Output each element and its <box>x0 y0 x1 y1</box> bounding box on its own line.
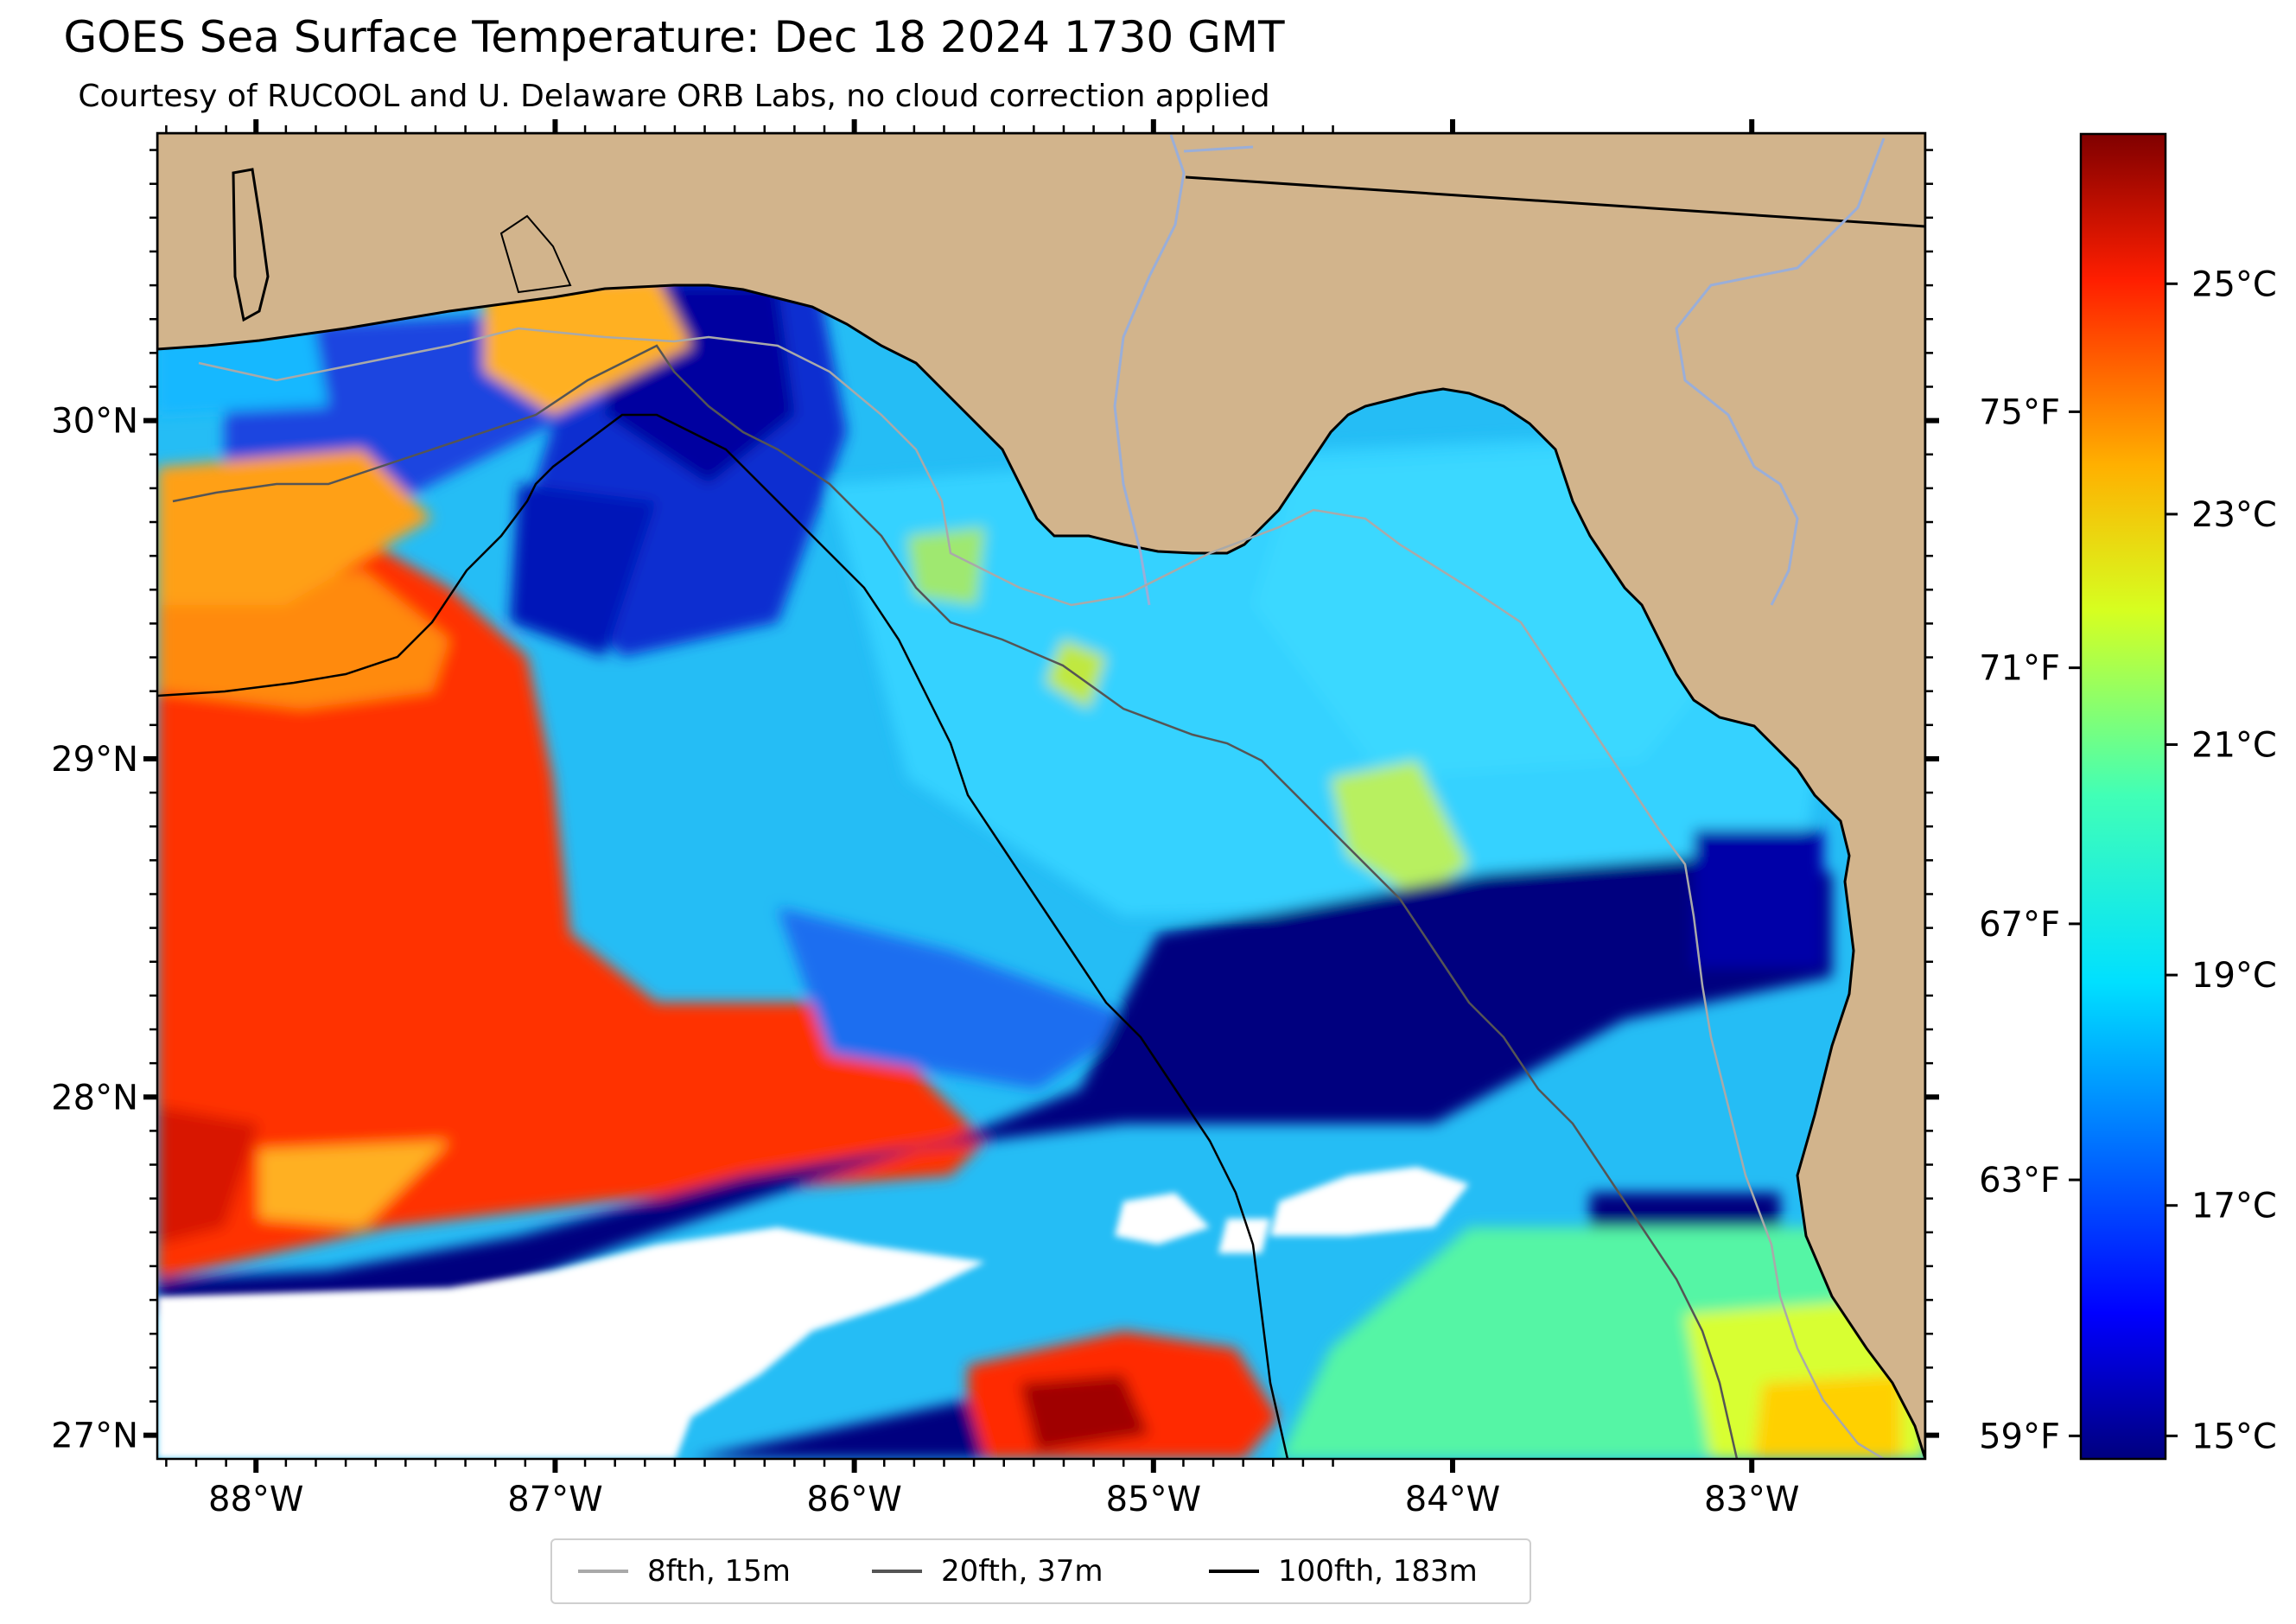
colorbar <box>2081 134 2166 1459</box>
isobaths <box>157 327 1885 1459</box>
lat-tick-label: 30°N <box>51 402 138 442</box>
fahrenheit-tick-label: 63°F <box>1979 1161 2060 1200</box>
isobath-8fth <box>198 327 1885 1459</box>
lat-tick-label: 28°N <box>51 1078 138 1118</box>
legend-item-20fth: 20fth, 37m <box>872 1540 1103 1602</box>
legend-label-100fth: 100fth, 183m <box>1278 1554 1478 1589</box>
legend-swatch-8fth <box>578 1570 628 1573</box>
fahrenheit-tick-label: 71°F <box>1979 649 2060 689</box>
state-border <box>1185 175 1925 228</box>
fahrenheit-ticks: 75°F 71°F 67°F 63°F 59°F <box>1979 392 2081 1456</box>
celsius-tick-label: 15°C <box>2191 1417 2277 1456</box>
map-frame <box>156 131 1927 1461</box>
celsius-tick-label: 17°C <box>2191 1187 2277 1226</box>
map-title: GOES Sea Surface Temperature: Dec 18 202… <box>63 12 1285 62</box>
legend-item-100fth: 100fth, 183m <box>1209 1540 1478 1602</box>
lat-tick-label: 27°N <box>51 1417 138 1456</box>
lon-tick-label: 87°W <box>507 1480 602 1519</box>
legend-label-8fth: 8fth, 15m <box>647 1554 791 1589</box>
fahrenheit-tick-label: 59°F <box>1979 1417 2060 1456</box>
isobath-20fth <box>172 344 1739 1459</box>
isobath-legend: 8fth, 15m 20fth, 37m 100fth, 183m <box>550 1538 1531 1604</box>
lon-tick-label: 86°W <box>806 1480 901 1519</box>
mobile-bay-shore <box>232 168 270 322</box>
lon-tick-label: 85°W <box>1106 1480 1201 1519</box>
legend-swatch-100fth <box>1209 1570 1259 1573</box>
legend-item-8fth: 8fth, 15m <box>578 1540 791 1602</box>
legend-swatch-20fth <box>872 1570 922 1573</box>
celsius-tick-label: 19°C <box>2191 956 2277 996</box>
map-subtitle: Courtesy of RUCOOL and U. Delaware ORB L… <box>78 79 1270 114</box>
latitude-ticks: 30°N 29°N 28°N 27°N <box>51 149 1939 1456</box>
isobath-100fth <box>157 413 1289 1459</box>
longitude-ticks: 88°W 87°W 86°W 85°W 84°W 83°W <box>165 119 1799 1519</box>
lon-tick-label: 83°W <box>1704 1480 1799 1519</box>
bay-inlet <box>499 214 572 294</box>
celsius-tick-label: 21°C <box>2191 726 2277 766</box>
land-mass <box>157 133 1925 1459</box>
celsius-tick-label: 25°C <box>2191 264 2277 304</box>
rivers <box>1113 134 1886 606</box>
colorbar-frame <box>2079 132 2167 1461</box>
lat-tick-label: 29°N <box>51 740 138 780</box>
fahrenheit-tick-label: 75°F <box>1979 392 2060 432</box>
legend-label-20fth: 20fth, 37m <box>941 1554 1103 1589</box>
fahrenheit-tick-label: 67°F <box>1979 905 2060 945</box>
celsius-tick-label: 23°C <box>2191 495 2277 535</box>
no-data-patches <box>157 1167 1469 1459</box>
colorbar-ticks: 25°C 23°C 21°C 19°C 17°C 15°C <box>2166 264 2277 1456</box>
lon-tick-label: 88°W <box>208 1480 303 1519</box>
lon-tick-label: 84°W <box>1405 1480 1500 1519</box>
map-panel <box>157 133 1925 1459</box>
